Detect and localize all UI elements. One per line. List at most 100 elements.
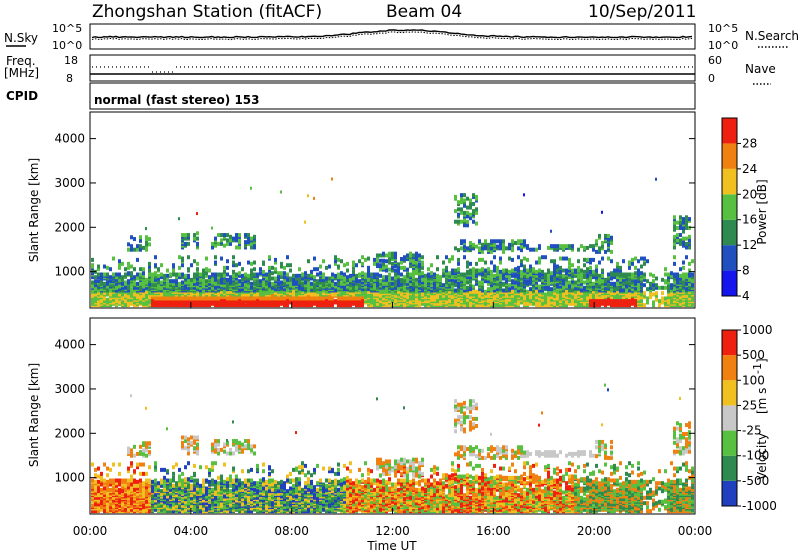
echo-cell bbox=[100, 488, 103, 492]
echo-cell bbox=[97, 475, 100, 479]
echo-cell bbox=[136, 480, 139, 484]
echo-cell bbox=[187, 233, 190, 237]
echo-cell bbox=[127, 242, 130, 246]
echo-cell bbox=[103, 282, 106, 286]
echo-cell bbox=[682, 266, 685, 270]
echo-cell bbox=[523, 269, 526, 273]
echo-cell bbox=[103, 273, 106, 277]
echo-cell bbox=[160, 280, 163, 284]
echo-cell bbox=[472, 243, 475, 247]
echo-cell bbox=[526, 290, 529, 294]
echo-cell bbox=[394, 269, 397, 273]
echo-cell bbox=[112, 273, 115, 277]
echo-cell bbox=[610, 271, 613, 275]
echo-cell bbox=[100, 273, 103, 277]
echo-cell bbox=[544, 273, 547, 277]
echo-cell bbox=[448, 283, 451, 287]
echo-cell bbox=[520, 259, 523, 263]
echo-cell bbox=[388, 257, 391, 261]
echo-cell bbox=[136, 282, 139, 286]
echo-cell bbox=[364, 273, 367, 277]
echo-cell bbox=[508, 257, 511, 261]
echo-cell bbox=[253, 273, 256, 277]
echo-cell bbox=[469, 213, 472, 217]
echo-cell bbox=[154, 255, 157, 259]
echo-cell bbox=[394, 252, 397, 256]
echo-cell bbox=[460, 277, 463, 281]
echo-cell bbox=[238, 245, 241, 249]
echo-cell bbox=[460, 239, 463, 243]
echo-cell bbox=[124, 479, 127, 483]
echo-cell bbox=[205, 267, 208, 271]
echo-cell bbox=[661, 291, 664, 295]
echo-speck bbox=[178, 217, 180, 220]
nsearch-tick-top: 10^5 bbox=[708, 22, 738, 35]
echo-cell bbox=[610, 241, 613, 245]
echo-cell bbox=[517, 266, 520, 270]
echo-cell bbox=[601, 257, 604, 261]
echo-cell bbox=[130, 448, 133, 452]
echo-cell bbox=[304, 271, 307, 275]
echo-cell bbox=[229, 238, 232, 242]
cpid-label: CPID bbox=[6, 89, 38, 103]
echo-cell bbox=[337, 273, 340, 277]
echo-cell bbox=[598, 278, 601, 282]
echo-cell bbox=[238, 238, 241, 242]
echo-cell bbox=[514, 241, 517, 245]
echo-cell bbox=[499, 257, 502, 261]
echo-cell bbox=[166, 269, 169, 273]
echo-cell bbox=[163, 274, 166, 278]
echo-cell bbox=[673, 255, 676, 259]
echo-cell bbox=[97, 265, 100, 269]
echo-cell bbox=[388, 268, 391, 272]
echo-cell bbox=[403, 275, 406, 279]
echo-cell bbox=[280, 280, 283, 284]
echo-cell bbox=[325, 277, 328, 281]
echo-cell bbox=[508, 243, 511, 247]
echo-cell bbox=[145, 241, 148, 245]
echo-cell bbox=[157, 267, 160, 271]
echo-cell bbox=[322, 259, 325, 263]
echo-cell bbox=[340, 275, 343, 279]
echo-cell bbox=[355, 274, 358, 278]
echo-cell bbox=[574, 280, 577, 284]
echo-cell bbox=[598, 246, 601, 250]
echo-cell bbox=[514, 267, 517, 271]
echo-cell bbox=[247, 233, 250, 237]
echo-cell bbox=[403, 286, 406, 290]
echo-cell bbox=[109, 488, 112, 492]
echo-cell bbox=[337, 265, 340, 269]
echo-cell bbox=[688, 217, 691, 221]
echo-cell bbox=[559, 244, 562, 248]
echo-cell bbox=[610, 250, 613, 254]
echo-cell bbox=[676, 221, 679, 225]
echo-cell bbox=[241, 274, 244, 278]
echo-cell bbox=[577, 266, 580, 270]
echo-cell bbox=[607, 273, 610, 277]
echo-cell bbox=[127, 286, 130, 290]
echo-cell bbox=[415, 264, 418, 268]
echo-cell bbox=[118, 479, 121, 483]
echo-cell bbox=[358, 259, 361, 263]
echo-cell bbox=[112, 257, 115, 261]
echo-cell bbox=[544, 255, 547, 259]
echo-cell bbox=[271, 266, 274, 270]
echo-cell bbox=[361, 262, 364, 266]
echo-cell bbox=[634, 266, 637, 270]
echo-cell bbox=[526, 258, 529, 262]
echo-cell bbox=[277, 282, 280, 286]
echo-cell bbox=[232, 237, 235, 241]
echo-cell bbox=[535, 290, 538, 294]
echo-cell bbox=[685, 226, 688, 230]
echo-cell bbox=[550, 271, 553, 275]
echo-cell bbox=[685, 242, 688, 246]
echo-cell bbox=[493, 239, 496, 243]
echo-cell bbox=[133, 267, 136, 271]
echo-cell bbox=[418, 279, 421, 283]
echo-cell bbox=[130, 475, 133, 479]
echo-cell bbox=[166, 274, 169, 278]
echo-cell bbox=[535, 270, 538, 274]
echo-cell bbox=[130, 479, 133, 483]
echo-cell bbox=[202, 269, 205, 273]
echo-cell bbox=[223, 233, 226, 237]
